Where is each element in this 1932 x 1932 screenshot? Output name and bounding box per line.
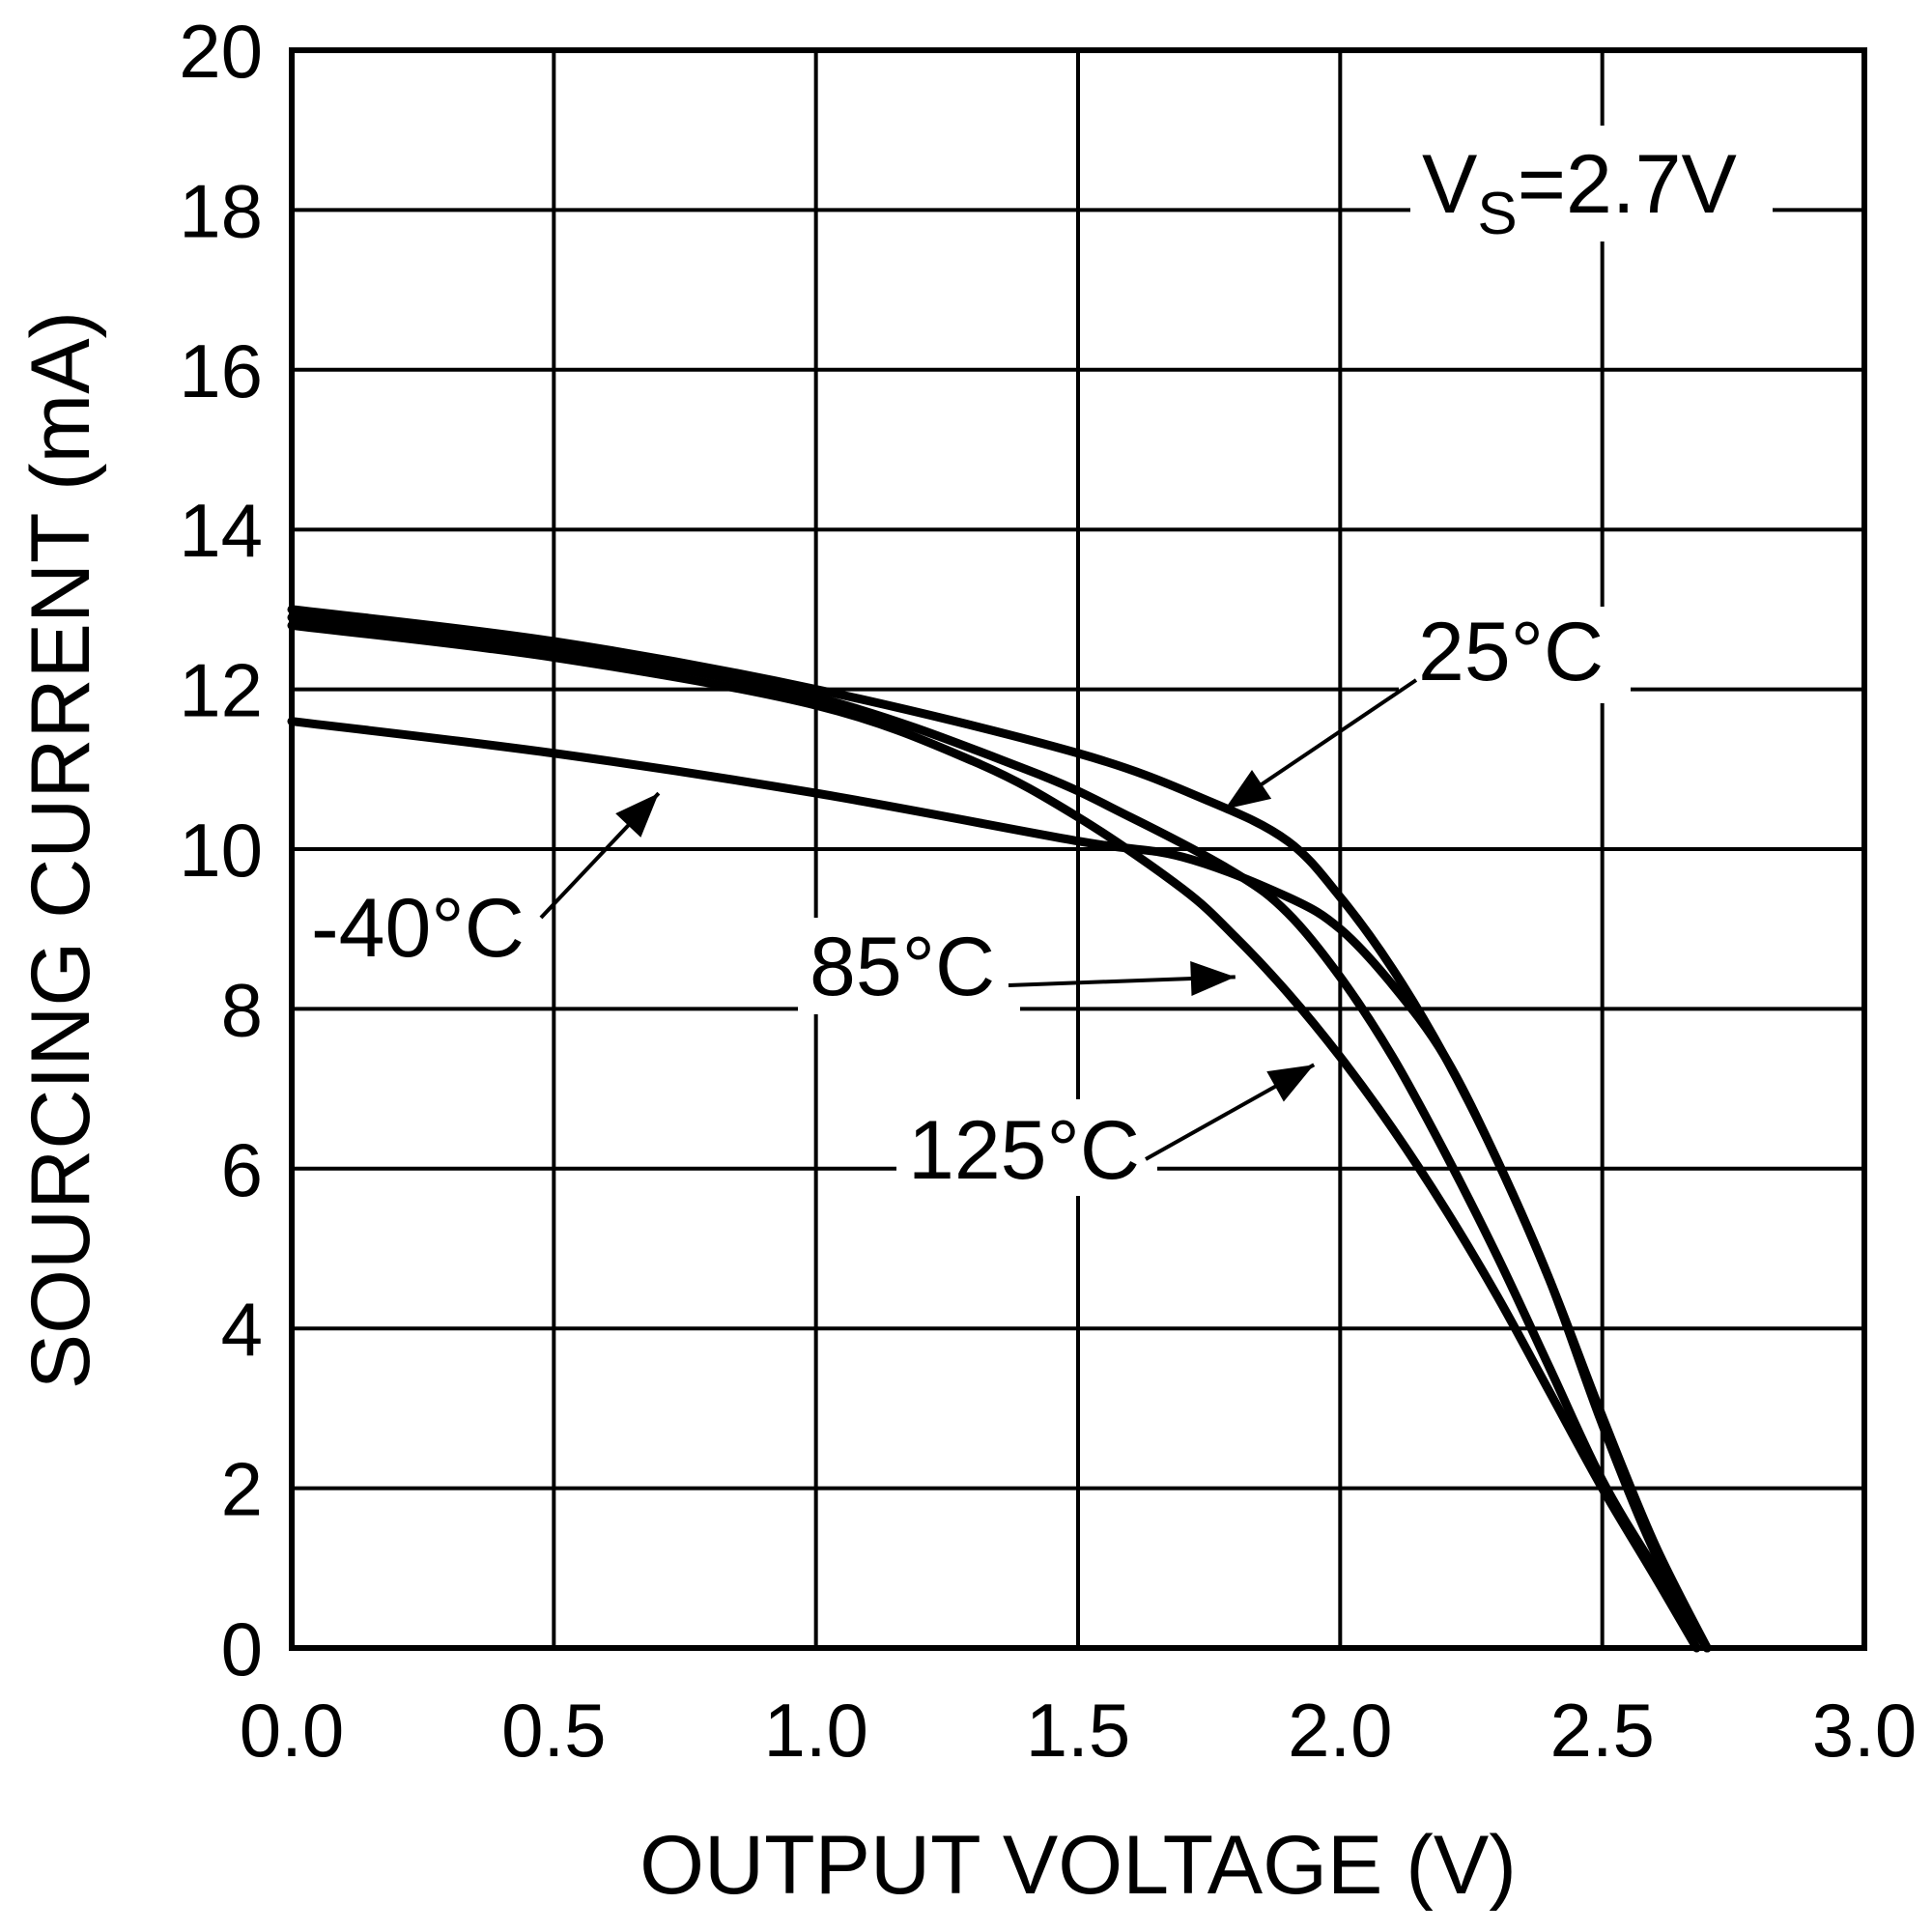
y-tick-label: 0: [221, 1606, 263, 1691]
series-line-85°C: [287, 612, 1712, 1653]
series-line--40°C: [287, 717, 1712, 1653]
grid: [292, 50, 1864, 1648]
y-tick-label: 4: [221, 1287, 263, 1372]
curve-label-bg: [896, 1099, 1157, 1196]
annotation-bg: [1410, 126, 1773, 242]
curve-label-bg: [301, 877, 541, 974]
tick-labels: 0.0 0.5 1.0 1.5 2.0 2.5 3.0 0 2 4 6 8 10 12 14 16 18 20: [179, 9, 1917, 1773]
curve-label-text: 125°C: [908, 1104, 1140, 1197]
series-line-125°C: [287, 620, 1701, 1653]
arrowhead-icon: [1224, 769, 1272, 810]
plot-frame: [289, 47, 1867, 1651]
curve-label-bg: [1399, 607, 1631, 703]
curve-label-text: -40°C: [311, 882, 525, 975]
series-curves: [287, 605, 1712, 1653]
curve-labels: 25°C 85°C 125°C -40°C: [301, 606, 1631, 1197]
arrowhead-icon: [1190, 961, 1236, 997]
y-tick-label: 12: [179, 648, 263, 733]
y-tick-label: 20: [179, 9, 263, 94]
supply-voltage-annotation: VS=2.7V: [1410, 126, 1773, 247]
y-tick-label: 6: [221, 1127, 263, 1212]
y-tick-label: 2: [221, 1447, 263, 1532]
x-tick-label: 2.5: [1549, 1688, 1654, 1773]
arrowhead-icon: [1266, 1065, 1315, 1102]
y-tick-label: 14: [179, 488, 263, 573]
x-tick-label: 0.0: [240, 1688, 344, 1773]
x-axis-label: OUTPUT VOLTAGE (V): [639, 1819, 1517, 1912]
y-tick-label: 16: [179, 328, 263, 413]
x-tick-label: 3.0: [1812, 1688, 1917, 1773]
curve-label-text: 25°C: [1418, 606, 1604, 698]
x-tick-label: 1.5: [1026, 1688, 1130, 1773]
curve-label-group: 25°C: [1223, 606, 1631, 811]
curve-label-group: 125°C: [896, 1063, 1316, 1197]
curve-label-bg: [798, 918, 1020, 1014]
annotation-subscript: S: [1477, 181, 1517, 247]
x-tick-label: 2.0: [1288, 1688, 1392, 1773]
arrowhead-icon: [615, 793, 659, 838]
annotation-suffix: =2.7V: [1518, 138, 1737, 231]
x-tick-label: 1.0: [763, 1688, 867, 1773]
curve-label-group: 85°C: [798, 918, 1236, 1014]
annotation-text: VS=2.7V: [1422, 138, 1737, 247]
y-tick-label: 10: [179, 808, 263, 893]
curve-label-text: 85°C: [810, 921, 995, 1013]
curve-label-group: -40°C: [301, 791, 661, 975]
y-tick-label: 18: [179, 168, 263, 253]
annotation-prefix: V: [1422, 138, 1477, 231]
y-axis-label: SOURCING CURRENT (mA): [14, 311, 107, 1389]
y-tick-label: 8: [221, 967, 263, 1052]
x-tick-label: 0.5: [501, 1688, 606, 1773]
